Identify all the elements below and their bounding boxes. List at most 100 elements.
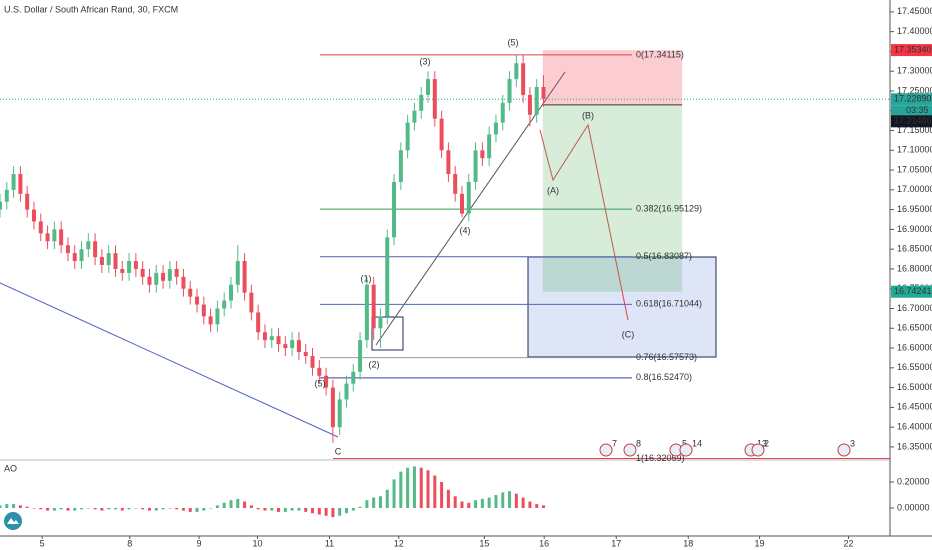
candle-body xyxy=(392,181,397,238)
ao-bar xyxy=(175,507,179,510)
candle-body xyxy=(473,150,478,182)
x-tick-label: 9 xyxy=(197,538,202,548)
y-tick-label: 16.60000 xyxy=(897,342,932,352)
ao-title: AO xyxy=(4,463,17,473)
ao-bar xyxy=(113,507,117,510)
y-tick-label: 16.90000 xyxy=(897,224,932,234)
candle-body xyxy=(242,261,247,293)
ao-bar xyxy=(406,467,410,508)
fib-label: 1(16.32059) xyxy=(636,453,685,463)
y-tick-label: 16.45000 xyxy=(897,402,932,412)
candle-body xyxy=(493,122,498,135)
candle-body xyxy=(534,87,539,115)
y-tick-label: 16.80000 xyxy=(897,263,932,273)
event-icon xyxy=(751,443,765,457)
target-zone xyxy=(542,104,683,292)
ao-bar xyxy=(195,507,199,512)
candle-body xyxy=(521,63,526,95)
ao-bar xyxy=(5,504,9,508)
ao-bar xyxy=(290,507,294,511)
candle-body xyxy=(324,375,329,388)
candle-body xyxy=(459,193,464,214)
candle-body xyxy=(127,261,132,273)
ao-bar xyxy=(154,507,158,511)
ao-bar xyxy=(127,507,131,510)
ao-bar xyxy=(514,493,518,508)
candle-body xyxy=(480,150,485,159)
candle-body xyxy=(500,102,505,123)
ao-bar xyxy=(229,500,233,508)
candle-body xyxy=(317,367,322,376)
ao-bar xyxy=(344,507,348,514)
countdown-tag xyxy=(891,105,932,117)
candle-body xyxy=(514,63,519,80)
candle-body xyxy=(405,122,410,151)
y-tick-label: 16.50000 xyxy=(897,382,932,392)
candle-body xyxy=(188,288,193,297)
wave-label: (5) xyxy=(508,37,519,47)
ao-bar xyxy=(494,494,498,508)
candle-body xyxy=(59,229,64,246)
ao-tick-label: 0.00000 xyxy=(897,502,930,512)
candle-body xyxy=(256,312,261,333)
ao-bar xyxy=(18,505,22,508)
candle-body xyxy=(25,193,30,210)
ao-bar xyxy=(52,507,56,511)
ao-bar xyxy=(433,475,437,508)
candle-body xyxy=(31,209,36,222)
ao-bar xyxy=(521,497,525,508)
y-tick-label: 16.95000 xyxy=(897,204,932,214)
ao-bar xyxy=(256,507,260,510)
chart-title: U.S. Dollar / South African Rand, 30, FX… xyxy=(4,4,178,14)
fib-label: 0.76(16.57573) xyxy=(636,352,697,362)
candle-body xyxy=(167,268,172,281)
candle-body xyxy=(337,399,342,428)
fib-label: 0.382(16.95129) xyxy=(636,203,702,213)
candle-body xyxy=(133,261,138,269)
y-tick-label: 16.65000 xyxy=(897,323,932,333)
price-tag-label: 16.74241 xyxy=(894,286,932,296)
y-tick-label: 17.40000 xyxy=(897,26,932,36)
y-tick-label: 17.45000 xyxy=(897,6,932,16)
ao-bar xyxy=(467,502,471,508)
fib-label: 0.8(16.52470) xyxy=(636,372,692,382)
ao-bar xyxy=(120,507,124,511)
ao-bar xyxy=(535,504,539,508)
ao-bar xyxy=(412,466,416,508)
ao-bar xyxy=(270,507,274,511)
event-count: 2 xyxy=(764,438,769,448)
price-tag xyxy=(891,44,932,57)
ao-bar xyxy=(249,505,253,508)
logo-mark xyxy=(7,518,19,524)
ao-bar xyxy=(66,507,70,511)
ao-bar xyxy=(222,502,226,508)
candle-body xyxy=(93,241,98,258)
candle-body xyxy=(371,284,376,329)
candle-body xyxy=(65,245,70,254)
candle-body xyxy=(174,268,179,277)
candle-body xyxy=(358,340,363,372)
ao-bar xyxy=(297,507,301,511)
event-icon xyxy=(599,443,613,457)
y-tick-label: 17.15000 xyxy=(897,125,932,135)
candle-body xyxy=(330,387,335,428)
ao-bar xyxy=(100,507,104,511)
ao-bar xyxy=(80,507,84,510)
candle-body xyxy=(527,94,532,115)
candle-body xyxy=(364,284,369,341)
candle-body xyxy=(45,233,50,242)
y-tick-label: 16.35000 xyxy=(897,441,932,451)
x-tick-label: 12 xyxy=(394,538,404,548)
ao-bar xyxy=(338,507,342,516)
ao-bar xyxy=(474,500,478,508)
event-count: 7 xyxy=(612,438,617,448)
ao-bar xyxy=(202,507,206,511)
ao-bar xyxy=(25,506,29,508)
ao-bar xyxy=(426,470,430,508)
candle-body xyxy=(283,344,288,349)
ao-bar xyxy=(147,507,151,511)
y-tick-label: 17.05000 xyxy=(897,164,932,174)
ao-bar xyxy=(385,489,389,508)
candle-body xyxy=(507,79,512,103)
